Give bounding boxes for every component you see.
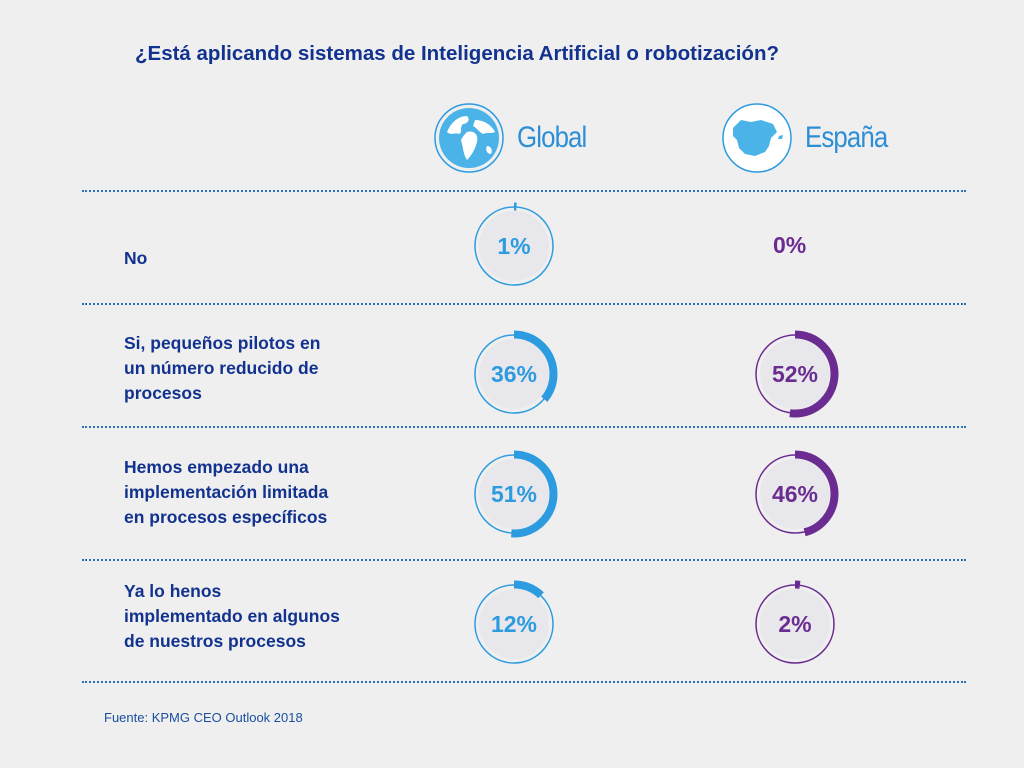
donut-inner-fill	[479, 339, 549, 409]
row-label-line: de nuestros procesos	[124, 631, 306, 651]
donut-global-row-2: 51%	[470, 450, 558, 538]
row-label-line: Ya lo henos	[124, 581, 222, 601]
donut-spain-row-1: 52%	[751, 330, 839, 418]
globe-icon	[434, 103, 504, 173]
donut-value-label: 52%	[772, 361, 818, 387]
divider	[82, 559, 966, 561]
donut-inner-fill	[760, 589, 830, 659]
donut-global-row-3: 12%	[470, 580, 558, 668]
row-label-line: en procesos específicos	[124, 507, 328, 527]
row-label-implemented: Ya lo henos implementado en algunos de n…	[124, 579, 414, 654]
row-label-no: No	[124, 246, 414, 271]
donut-value-label: 36%	[491, 361, 537, 387]
donut-value-arc	[470, 450, 558, 538]
donut-inner-fill	[760, 459, 830, 529]
divider	[82, 303, 966, 305]
region-header-spain: España	[721, 103, 901, 173]
donut-value-arc	[751, 580, 839, 668]
row-label-line: procesos	[124, 383, 202, 403]
region-header-global: Global	[433, 103, 598, 173]
donut-value-arc	[470, 202, 558, 290]
donut-value-label: 0%	[773, 232, 807, 258]
donut-value-label: 1%	[497, 233, 530, 259]
row-label-small-pilots: Si, pequeños pilotos en un número reduci…	[124, 331, 414, 406]
donut-spain-row-2: 46%	[751, 450, 839, 538]
donut-value-label: 12%	[491, 611, 537, 637]
row-label-line: un número reducido de	[124, 358, 319, 378]
chart-title: ¿Está aplicando sistemas de Inteligencia…	[135, 42, 779, 65]
donut-value-arc	[470, 330, 558, 418]
row-label-line: implementación limitada	[124, 482, 329, 502]
donut-inner-fill	[479, 459, 549, 529]
donut-spain-row-3: 2%	[751, 580, 839, 668]
row-label-line: Si, pequeños pilotos en	[124, 333, 321, 353]
donut-value-label: 46%	[772, 481, 818, 507]
divider	[82, 190, 966, 192]
divider	[82, 681, 966, 683]
source-note: Fuente: KPMG CEO Outlook 2018	[104, 710, 303, 725]
row-label-line: No	[124, 248, 148, 268]
donut-global-row-1: 36%	[470, 330, 558, 418]
spain-map-icon	[722, 103, 792, 173]
row-label-limited-implementation: Hemos empezado una implementación limita…	[124, 455, 414, 530]
donut-value-arc	[751, 450, 839, 538]
donut-inner-fill	[479, 589, 549, 659]
region-label-global: Global	[517, 121, 587, 154]
row-label-line: implementado en algunos	[124, 606, 340, 626]
donut-inner-fill	[479, 211, 549, 281]
donut-value-arc	[470, 580, 558, 668]
donut-value-label: 2%	[778, 611, 811, 637]
row-label-line: Hemos empezado una	[124, 457, 309, 477]
donut-inner-fill	[760, 339, 830, 409]
donut-global-row-0: 1%	[470, 202, 558, 290]
region-label-spain: España	[805, 121, 888, 154]
donut-value-label: 51%	[491, 481, 537, 507]
donut-value-arc	[751, 330, 839, 418]
divider	[82, 426, 966, 428]
